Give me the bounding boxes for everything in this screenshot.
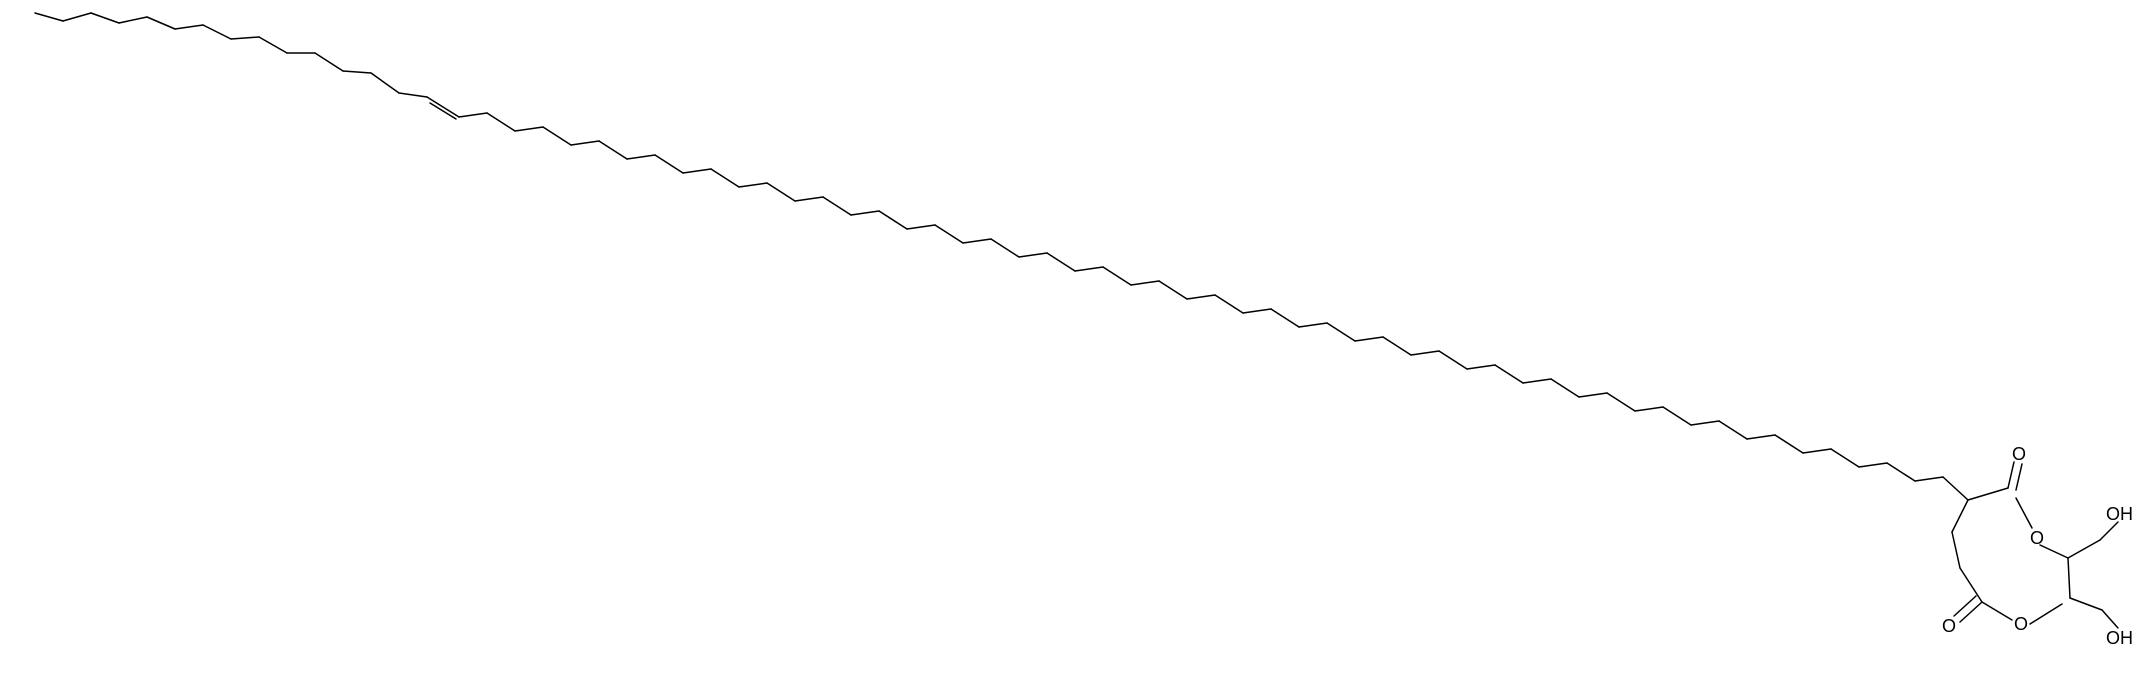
chain-seg — [1215, 295, 1243, 313]
chain-seg — [655, 155, 683, 173]
ring-bond — [1960, 568, 1982, 602]
chain-seg — [1159, 281, 1187, 299]
ch2oh-1-bond — [2068, 540, 2100, 558]
chain-seg — [515, 127, 543, 131]
ring-bond-from-O — [2040, 545, 2068, 558]
chain-seg — [1803, 449, 1831, 453]
carbonyl-2b — [1954, 596, 1976, 616]
chain-seg — [963, 239, 991, 243]
chain-seg — [767, 183, 795, 201]
chain-seg — [315, 53, 343, 71]
ring-bond-to-O2 — [2030, 604, 2062, 624]
chain-seg — [879, 211, 907, 229]
chain-seg — [203, 25, 231, 39]
double-bond-inner — [430, 103, 456, 119]
double-bond-outer — [427, 97, 459, 117]
chain-seg — [599, 141, 627, 159]
atom-label-OH-1: OH — [2106, 504, 2133, 524]
chain-seg — [371, 73, 399, 93]
chain-seg — [63, 13, 91, 21]
chain-seg — [1691, 421, 1719, 425]
carbonyl-1a — [2008, 462, 2014, 488]
chain-seg — [1719, 421, 1747, 439]
chain-seg — [739, 183, 767, 187]
atom-label-O-carbonyl-1: O — [2012, 444, 2026, 464]
chain-seg — [543, 127, 571, 145]
chain-seg — [1355, 337, 1383, 341]
ring-bond — [1952, 500, 1968, 532]
ring-bond — [1952, 532, 1960, 568]
chain-seg — [35, 13, 63, 21]
chain-seg — [1859, 463, 1887, 467]
ring-bond — [2068, 558, 2070, 598]
chain-seg — [1747, 435, 1775, 439]
chain-seg — [1467, 365, 1495, 369]
atom-label-O-carbonyl-2: O — [1942, 616, 1956, 636]
chain-seg — [175, 25, 203, 29]
chain-seg — [1327, 323, 1355, 341]
carbonyl-2a — [1960, 602, 1982, 622]
chain-seg — [487, 113, 515, 131]
chain-seg — [1411, 351, 1439, 355]
ch2oh-2-to-OH — [2102, 610, 2118, 628]
chain-seg — [231, 37, 259, 39]
chain-seg — [259, 37, 287, 53]
atom-label-O-ring-1: O — [2030, 528, 2044, 548]
chain-seg — [907, 225, 935, 229]
chain-seg — [1187, 295, 1215, 299]
chain-to-ring — [1943, 477, 1968, 500]
chain-seg — [399, 93, 427, 97]
chain-seg — [1831, 449, 1859, 467]
chain-seg — [683, 169, 711, 173]
chain-seg — [1383, 337, 1411, 355]
chain-seg — [1299, 323, 1327, 327]
ring-bond — [1968, 488, 2008, 500]
chain-seg — [795, 197, 823, 201]
chain-seg — [1663, 407, 1691, 425]
chain-seg — [1131, 281, 1159, 285]
carbonyl-1b — [2016, 464, 2022, 490]
chain-seg — [119, 17, 147, 23]
chain-seg — [1915, 477, 1943, 481]
ch2oh-2-bond — [2070, 598, 2102, 610]
chain-seg — [91, 13, 119, 23]
ring-bond-from-O2 — [1982, 602, 2012, 620]
chain-seg — [1271, 309, 1299, 327]
chain-seg — [459, 113, 487, 117]
chain-seg — [343, 71, 371, 73]
chain-seg — [1523, 379, 1551, 383]
chain-seg — [627, 155, 655, 159]
chain-seg — [823, 197, 851, 215]
atom-label-OH-2: OH — [2106, 628, 2133, 648]
chain-seg — [1775, 435, 1803, 453]
chain-seg — [147, 17, 175, 29]
chain-seg — [1579, 393, 1607, 397]
chain-seg — [935, 225, 963, 243]
chain-seg — [1635, 407, 1663, 411]
chain-seg — [571, 141, 599, 145]
chain-seg — [1075, 267, 1103, 271]
chain-seg — [1047, 253, 1075, 271]
chain-seg — [1887, 463, 1915, 481]
chain-seg — [711, 169, 739, 187]
atom-label-O-ring-2: O — [2014, 614, 2028, 634]
chain-seg — [1607, 393, 1635, 411]
chain-seg — [851, 211, 879, 215]
chain-seg — [1439, 351, 1467, 369]
chain-seg — [1551, 379, 1579, 397]
chain-seg — [1019, 253, 1047, 257]
chain-seg — [1243, 309, 1271, 313]
ch2oh-1-to-OH — [2100, 522, 2118, 540]
chain-seg — [1495, 365, 1523, 383]
ring-bond-to-O — [2016, 498, 2032, 528]
chain-seg — [1103, 267, 1131, 285]
chain-seg — [991, 239, 1019, 257]
molecule-structure: O O O O OH OH — [0, 0, 2139, 674]
